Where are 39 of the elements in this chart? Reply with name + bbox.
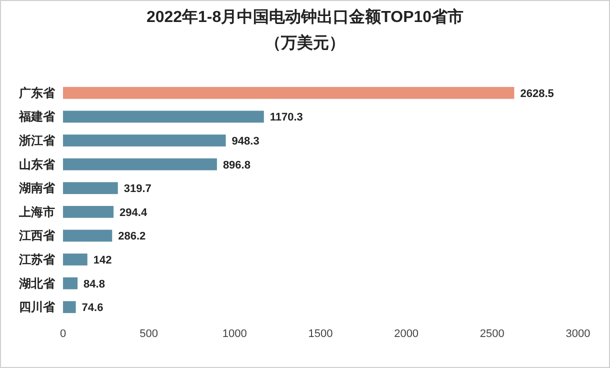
data-label: 896.8 (222, 159, 250, 172)
bar (63, 110, 264, 123)
data-label: 286.2 (118, 230, 146, 243)
y-tick-label: 广东省 (18, 86, 56, 100)
chart-subtitle: （万美元） (265, 33, 345, 52)
bar (63, 134, 226, 146)
bar (63, 277, 78, 290)
data-label: 74.6 (82, 302, 104, 314)
data-label: 84.8 (84, 278, 105, 290)
chart-title: 2022年1-8月中国电动钟出口金额TOP10省市 (146, 8, 464, 26)
data-label: 2628.5 (520, 88, 554, 100)
y-tick-label: 江西省 (18, 228, 56, 243)
y-tick-label: 福建省 (18, 110, 56, 124)
x-tick-label: 1000 (222, 328, 247, 340)
x-tick-label: 0 (60, 328, 66, 340)
x-tick-label: 2000 (394, 328, 419, 340)
x-tick-label: 3000 (566, 328, 590, 340)
data-label: 319.7 (124, 183, 152, 196)
y-tick-label: 湖北省 (18, 276, 56, 290)
bar (63, 158, 217, 170)
x-tick-label: 1500 (308, 328, 333, 340)
y-tick-label: 湖南省 (18, 181, 56, 196)
data-label: 1170.3 (270, 112, 303, 124)
data-label: 948.3 (232, 136, 260, 148)
bar (63, 182, 118, 194)
y-tick-label: 上海市 (18, 204, 55, 219)
data-label: 142 (93, 254, 112, 266)
data-label: 294.4 (120, 206, 148, 219)
bar (63, 230, 112, 242)
x-tick-label: 500 (140, 328, 158, 340)
y-tick-label: 山东省 (19, 157, 56, 172)
y-tick-label: 江苏省 (18, 252, 56, 266)
bar (63, 301, 76, 314)
bar (63, 206, 114, 218)
y-tick-label: 浙江省 (18, 134, 56, 148)
bar (63, 254, 88, 266)
x-tick-label: 2500 (480, 328, 504, 340)
bar (63, 86, 514, 99)
y-tick-label: 四川省 (19, 300, 56, 314)
